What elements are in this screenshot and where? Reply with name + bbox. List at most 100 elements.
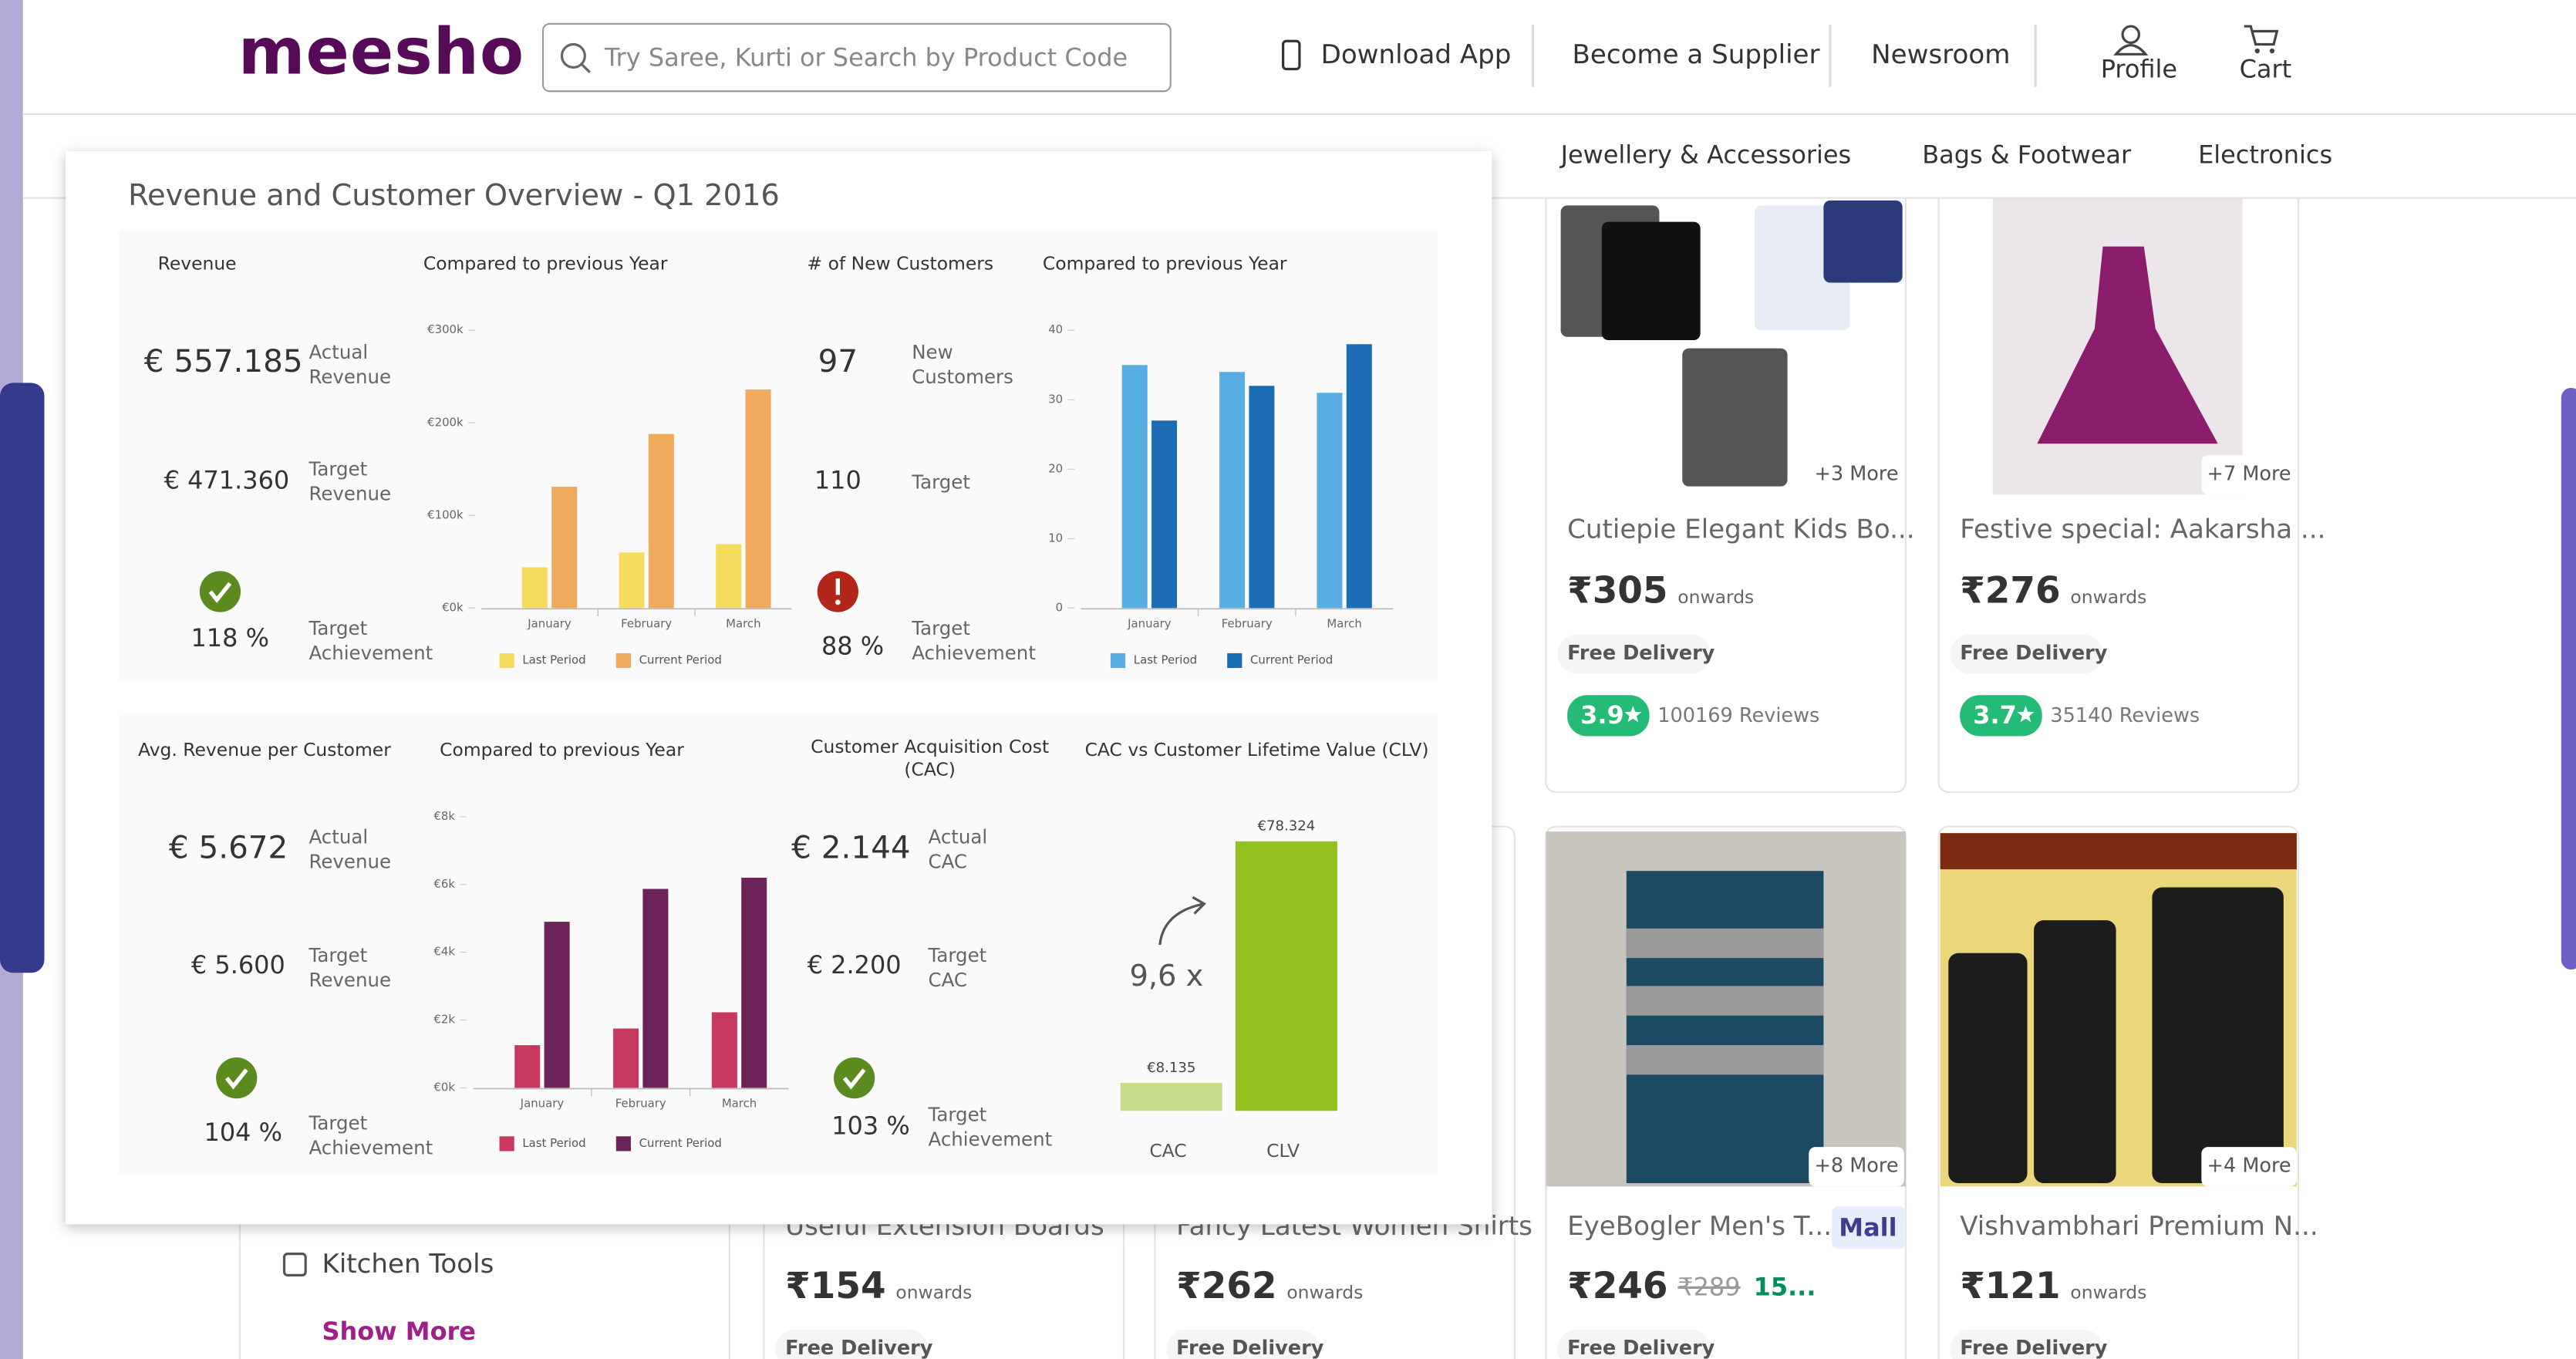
bar: [1346, 344, 1372, 609]
y-tick-label: €100k: [427, 508, 464, 521]
kpi-actual: € 5.672: [169, 829, 288, 866]
mall-badge: [1832, 1206, 1906, 1249]
x-tick-label: January: [1127, 617, 1172, 631]
profile-icon: [2121, 25, 2140, 44]
more-count: +3 More: [1814, 463, 1898, 486]
x-tick-label: March: [726, 617, 760, 631]
kpi-caption: Actual: [309, 826, 368, 848]
product-title[interactable]: Festive special: Aakarsha ...: [1960, 514, 2325, 545]
kpi-caption: Achievement: [929, 1128, 1053, 1151]
bar: [521, 567, 548, 609]
kpi-target: 110: [814, 465, 861, 494]
kpi-label: Customer Acquisition Cost: [811, 736, 1049, 757]
kpi-caption: Customers: [912, 366, 1013, 388]
x-tick-label: CAC: [1149, 1140, 1186, 1162]
free-delivery: Free Delivery: [1960, 642, 2108, 665]
star-icon: [2017, 706, 2035, 723]
x-tick-label: March: [1327, 617, 1361, 631]
bar: [544, 922, 570, 1088]
kpi-target: € 5.600: [191, 950, 285, 980]
rating: 3.7: [1973, 700, 2017, 730]
kpi-caption: Target: [308, 617, 367, 639]
price-suffix: onwards: [895, 1281, 972, 1303]
y-tick-label: 40: [1048, 322, 1063, 336]
bar: [711, 1012, 737, 1088]
kpi-caption: Achievement: [912, 642, 1036, 664]
kpi-caption: Revenue: [309, 851, 391, 873]
delivery-pill: [1557, 634, 1711, 674]
product-title[interactable]: Cutiepie Elegant Kids Bo...: [1567, 514, 1914, 545]
category-link[interactable]: Bags & Footwear: [1922, 140, 2132, 169]
search-box[interactable]: [541, 22, 1172, 93]
dashboard-overlay: Revenue and Customer Overview - Q1 2016 R…: [66, 151, 1492, 1225]
kpi-caption: Target: [308, 1111, 367, 1134]
price-suffix: onwards: [2070, 1281, 2146, 1303]
show-more[interactable]: Show More: [322, 1317, 476, 1346]
price-suffix: onwards: [1677, 586, 1754, 608]
kpi-target: € 2.200: [808, 950, 902, 980]
right-tab: [2561, 387, 2576, 970]
legend-swatch: [499, 653, 514, 669]
kpi-caption: Achievement: [309, 1136, 433, 1158]
x-tick-label: February: [1222, 617, 1273, 631]
product-price: ₹154: [785, 1266, 885, 1307]
product-image: [1626, 986, 1824, 1016]
logo[interactable]: meesho: [238, 14, 524, 89]
y-tick-label: 0: [1056, 600, 1063, 614]
x-tick-label: CLV: [1266, 1140, 1300, 1162]
discount: 15...: [1754, 1272, 1816, 1301]
product-image: [1626, 928, 1824, 959]
bar: [745, 389, 771, 609]
phone-icon: [1282, 39, 1301, 71]
y-tick-label: €200k: [427, 415, 464, 429]
product-image: [1626, 1045, 1824, 1075]
cart-link[interactable]: Cart: [2240, 55, 2292, 84]
y-tick-label: 20: [1048, 461, 1063, 475]
nav-link[interactable]: Newsroom: [1871, 39, 2010, 70]
profile-icon: [2113, 44, 2149, 56]
free-delivery: Free Delivery: [1567, 1337, 1715, 1359]
cart-icon: [2254, 48, 2260, 54]
kpi-caption: Actual: [929, 826, 988, 848]
legend-label: Last Period: [522, 653, 585, 666]
product-image: [2034, 920, 2116, 1184]
legend-label: Current Period: [639, 1136, 722, 1150]
product-title[interactable]: Vishvambhari Premium N...: [1960, 1211, 2318, 1242]
category-link[interactable]: Jewellery & Accessories: [1559, 140, 1852, 169]
profile-link[interactable]: Profile: [2101, 55, 2177, 84]
y-tick-label: 10: [1048, 531, 1063, 545]
kpi-caption: CAC: [929, 851, 968, 873]
kpi-label: Avg. Revenue per Customer: [138, 739, 391, 760]
product-title[interactable]: EyeBogler Men's T...: [1567, 1211, 1832, 1242]
cart-icon: [2244, 25, 2279, 46]
nav-link[interactable]: Download App: [1321, 39, 1512, 70]
more-badge: [1809, 455, 1904, 495]
bar: [1151, 420, 1178, 609]
nav-link[interactable]: Become a Supplier: [1573, 39, 1821, 70]
delivery-pill: [1950, 634, 2103, 674]
bar: [1120, 1082, 1222, 1111]
cart-icon: [2269, 48, 2275, 54]
filter-option[interactable]: Kitchen Tools: [322, 1249, 494, 1280]
rating: 3.9: [1580, 700, 1624, 730]
kpi-actual: 97: [818, 342, 858, 379]
delivery-pill: [1950, 1329, 2103, 1359]
ratio-annotation: 9,6 x: [1129, 959, 1203, 993]
checkbox[interactable]: [282, 1253, 307, 1276]
kpi-achievement: 88 %: [821, 631, 884, 660]
kpi-caption: CAC: [929, 969, 968, 991]
status-ok-icon: [199, 571, 241, 612]
bar: [741, 878, 767, 1088]
search-placeholder: Try Saree, Kurti or Search by Product Co…: [604, 43, 1128, 73]
kpi-label: # of New Customers: [808, 253, 994, 275]
y-tick-label: €300k: [427, 322, 464, 336]
more-count: +7 More: [2207, 463, 2291, 486]
x-tick-label: February: [615, 1097, 666, 1111]
kpi-label: (CAC): [904, 759, 956, 781]
legend-label: Last Period: [522, 1136, 585, 1150]
bar: [619, 552, 645, 609]
x-tick-label: February: [621, 617, 672, 631]
category-link[interactable]: Electronics: [2198, 140, 2332, 169]
legend-swatch: [1110, 653, 1126, 669]
